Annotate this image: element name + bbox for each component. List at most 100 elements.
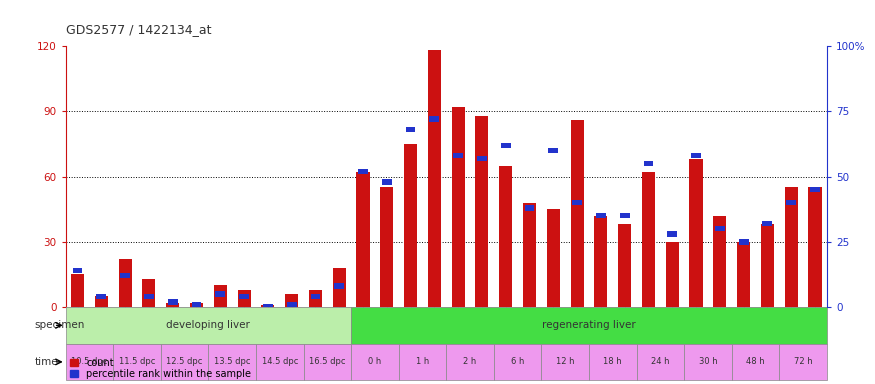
Bar bbox=[780, 46, 803, 307]
Bar bbox=[96, 294, 106, 300]
Bar bbox=[612, 46, 637, 307]
Bar bbox=[280, 46, 304, 307]
Bar bbox=[446, 344, 493, 380]
Text: regenerating liver: regenerating liver bbox=[542, 320, 636, 330]
Bar bbox=[684, 46, 708, 307]
Bar bbox=[185, 46, 208, 307]
Bar bbox=[287, 302, 297, 307]
Bar bbox=[382, 179, 392, 185]
Bar bbox=[808, 187, 822, 307]
Text: developing liver: developing liver bbox=[166, 320, 250, 330]
Bar bbox=[732, 344, 780, 380]
Bar bbox=[374, 46, 399, 307]
Bar bbox=[755, 46, 780, 307]
Bar bbox=[525, 205, 535, 210]
Bar bbox=[470, 46, 494, 307]
Text: time: time bbox=[35, 357, 59, 367]
Bar bbox=[690, 159, 703, 307]
Bar bbox=[453, 153, 463, 159]
Bar bbox=[589, 46, 612, 307]
Bar bbox=[452, 107, 465, 307]
Bar bbox=[168, 299, 178, 305]
Bar bbox=[262, 305, 275, 307]
Bar bbox=[334, 283, 344, 289]
Bar bbox=[428, 50, 441, 307]
Bar bbox=[285, 294, 298, 307]
Bar bbox=[542, 46, 565, 307]
Bar bbox=[94, 296, 108, 307]
Bar bbox=[309, 290, 322, 307]
Text: specimen: specimen bbox=[35, 320, 85, 330]
Bar bbox=[762, 221, 773, 226]
Bar bbox=[785, 187, 798, 307]
Bar bbox=[381, 187, 394, 307]
Text: 30 h: 30 h bbox=[698, 358, 717, 366]
Text: 6 h: 6 h bbox=[511, 358, 524, 366]
Text: 13.5 dpc: 13.5 dpc bbox=[214, 358, 250, 366]
Bar bbox=[113, 46, 137, 307]
Bar bbox=[589, 344, 637, 380]
Text: GDS2577 / 1422134_at: GDS2577 / 1422134_at bbox=[66, 23, 211, 36]
Bar bbox=[642, 172, 655, 307]
Bar bbox=[406, 127, 416, 132]
Bar bbox=[356, 172, 369, 307]
Bar bbox=[113, 344, 161, 380]
Bar bbox=[161, 344, 208, 380]
Bar bbox=[737, 242, 750, 307]
Bar bbox=[239, 294, 249, 300]
Legend: count, percentile rank within the sample: count, percentile rank within the sample bbox=[71, 358, 251, 379]
Bar bbox=[493, 46, 518, 307]
Bar bbox=[404, 144, 417, 307]
Bar bbox=[596, 213, 605, 218]
Bar bbox=[643, 161, 654, 166]
Bar bbox=[351, 46, 374, 307]
Bar bbox=[423, 46, 446, 307]
Bar bbox=[351, 307, 827, 344]
Bar bbox=[732, 46, 755, 307]
Bar bbox=[161, 46, 185, 307]
Bar bbox=[66, 344, 113, 380]
Bar bbox=[208, 46, 232, 307]
Bar bbox=[661, 46, 684, 307]
Bar bbox=[118, 259, 131, 307]
Text: 72 h: 72 h bbox=[794, 358, 812, 366]
Bar bbox=[137, 46, 161, 307]
Bar bbox=[304, 344, 351, 380]
Bar bbox=[618, 224, 631, 307]
Bar bbox=[761, 224, 774, 307]
Bar bbox=[570, 120, 584, 307]
Bar bbox=[332, 268, 346, 307]
Bar bbox=[542, 344, 589, 380]
Bar bbox=[446, 46, 470, 307]
Text: 18 h: 18 h bbox=[604, 358, 622, 366]
Bar bbox=[262, 305, 273, 310]
Bar bbox=[572, 200, 582, 205]
Bar bbox=[549, 148, 558, 153]
Bar bbox=[358, 169, 368, 174]
Bar bbox=[666, 242, 679, 307]
Bar bbox=[780, 344, 827, 380]
Bar bbox=[256, 46, 280, 307]
Bar bbox=[237, 290, 250, 307]
Bar bbox=[637, 46, 661, 307]
Bar bbox=[620, 213, 630, 218]
Bar bbox=[304, 46, 327, 307]
Bar bbox=[144, 294, 154, 300]
Text: 12 h: 12 h bbox=[556, 358, 575, 366]
Bar bbox=[351, 344, 399, 380]
Bar bbox=[190, 303, 203, 307]
Bar bbox=[192, 302, 201, 307]
Bar bbox=[738, 239, 748, 245]
Bar bbox=[214, 285, 227, 307]
Bar bbox=[208, 344, 256, 380]
Text: 16.5 dpc: 16.5 dpc bbox=[309, 358, 346, 366]
Bar bbox=[89, 46, 113, 307]
Bar bbox=[637, 344, 684, 380]
Bar bbox=[66, 46, 89, 307]
Bar bbox=[713, 216, 726, 307]
Bar bbox=[166, 303, 179, 307]
Bar bbox=[73, 268, 82, 273]
Bar bbox=[71, 275, 84, 307]
Bar bbox=[493, 344, 542, 380]
Text: 1 h: 1 h bbox=[416, 358, 429, 366]
